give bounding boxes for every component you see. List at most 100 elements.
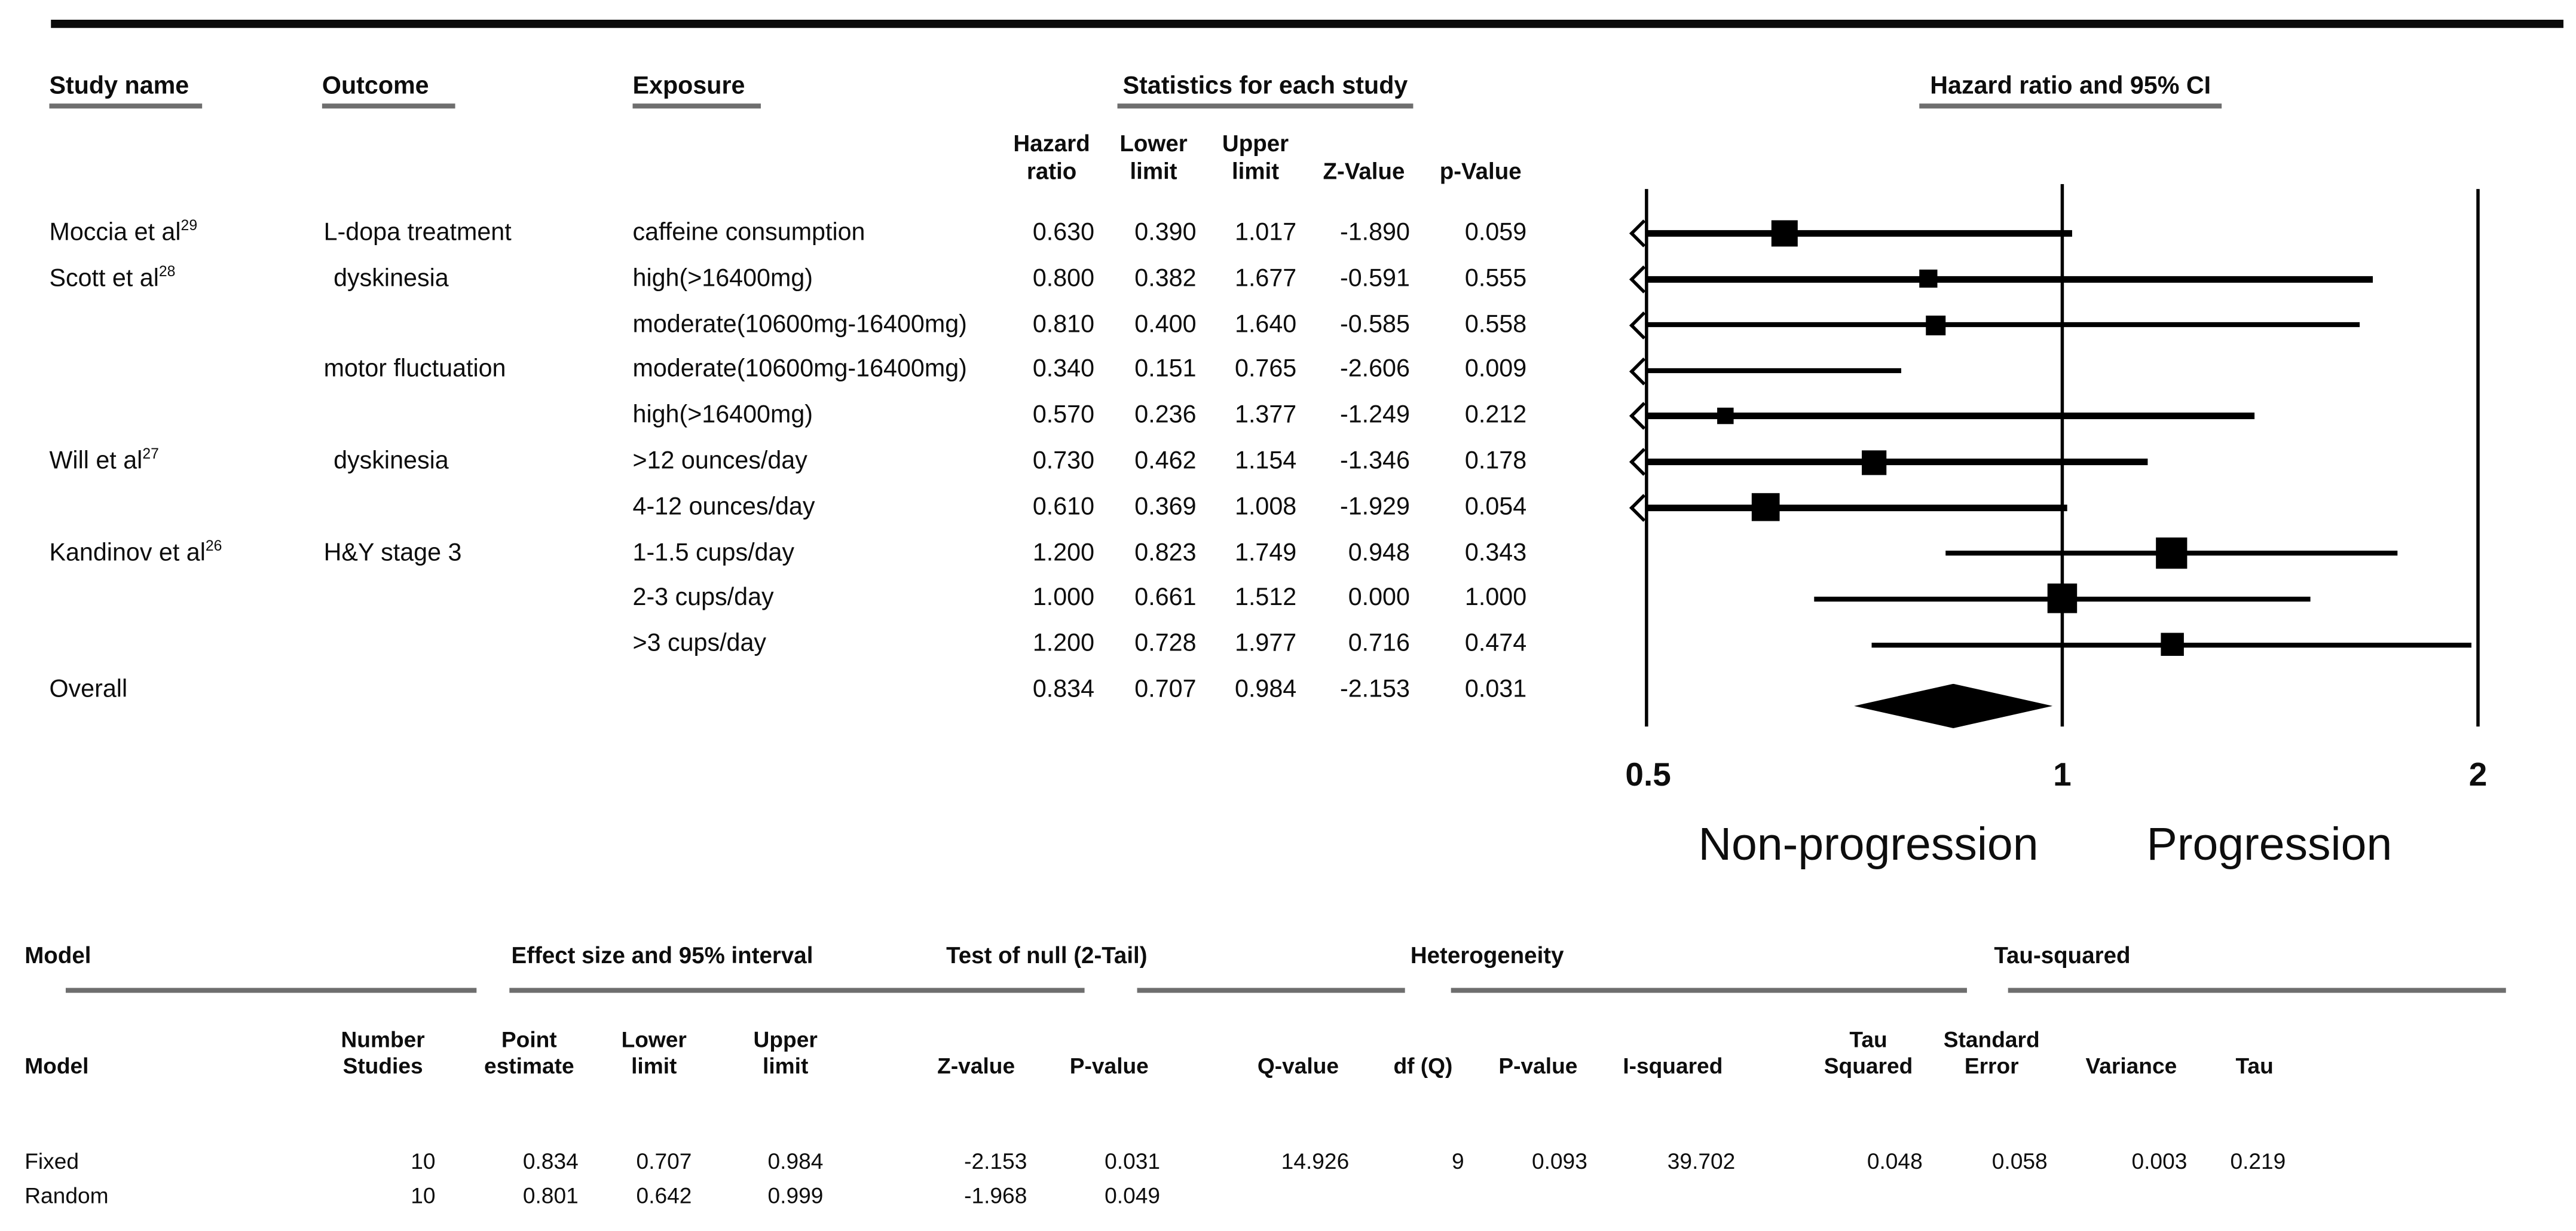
bottom-col-header-line1: Number	[341, 1027, 425, 1052]
label-non-progression: Non-progression	[1698, 818, 2039, 870]
bottom-col-header: Model	[25, 1053, 89, 1079]
ci-line	[1646, 413, 2254, 419]
model-row-value: 39.702	[1667, 1148, 1736, 1174]
bottom-col-header-line1: Tau	[1849, 1027, 1887, 1052]
p-value: 0.474	[1464, 630, 1527, 658]
bottom-col-header-line2: df (Q)	[1393, 1053, 1453, 1079]
axis-null-line-1	[2060, 184, 2064, 727]
model-row-value: 0.999	[767, 1183, 824, 1208]
model-row-value: 0.801	[522, 1183, 579, 1208]
bottom-group-header: Tau-squared	[1994, 942, 2131, 969]
z-value: 0.716	[1348, 630, 1410, 658]
z-value: -1.929	[1339, 493, 1410, 521]
bottom-col-header-line2: Z-value	[937, 1053, 1015, 1079]
p-value: 0.343	[1464, 538, 1527, 567]
hr-point-marker	[1717, 408, 1733, 424]
stat-col-lower-line1: Lower	[1119, 130, 1188, 157]
bottom-group-underline	[509, 988, 1085, 992]
bottom-col-header-line2: Variance	[2085, 1053, 2177, 1079]
underline-hazard-ci	[1919, 103, 2222, 108]
model-row-label: Fixed	[25, 1148, 79, 1174]
bottom-group-header: Heterogeneity	[1410, 942, 1564, 969]
model-row-value: 9	[1452, 1148, 1464, 1174]
hazard-ratio-value: 1.200	[1032, 538, 1095, 567]
study-ref-superscript: 28	[158, 262, 176, 279]
exposure-cell: 2-3 cups/day	[632, 584, 774, 612]
z-value: 0.000	[1348, 584, 1410, 612]
bottom-group-underline	[2008, 988, 2506, 992]
p-value: 0.009	[1464, 355, 1527, 384]
bottom-col-header-line1: Upper	[753, 1027, 818, 1052]
stat-col-hazard-line2: ratio	[1026, 157, 1077, 184]
p-value: 0.555	[1464, 264, 1527, 292]
tick-1: 1	[2053, 757, 2072, 794]
bottom-col-header-line2: Squared	[1824, 1053, 1913, 1079]
bottom-col-header-line2: limit	[631, 1053, 677, 1079]
ci-line	[1646, 322, 2360, 328]
ci-line	[1646, 230, 2073, 237]
bottom-col-header-line2: P-value	[1498, 1053, 1578, 1079]
lower-limit-value: 0.236	[1134, 401, 1197, 430]
study-name-cell: Will et al27	[49, 445, 159, 475]
axis-right-2	[2476, 189, 2480, 727]
bottom-group-header: Test of null (2-Tail)	[946, 942, 1148, 969]
outcome-cell: L-dopa treatment	[323, 218, 512, 247]
lower-limit-value: 0.462	[1134, 447, 1197, 475]
lower-limit-value: 0.390	[1134, 218, 1197, 247]
study-name-cell: Overall	[49, 675, 128, 704]
exposure-cell: 4-12 ounces/day	[632, 493, 815, 521]
model-row-value: 10	[411, 1148, 436, 1174]
left-arrowhead-icon	[1629, 219, 1657, 248]
lower-limit-value: 0.151	[1134, 355, 1197, 384]
z-value: -2.153	[1339, 675, 1410, 704]
model-row-value: 0.219	[2230, 1148, 2286, 1174]
hazard-ratio-value: 0.730	[1032, 447, 1095, 475]
col-header-study-name: Study name	[49, 72, 189, 100]
left-arrowhead-icon	[1629, 494, 1657, 522]
hazard-ratio-value: 0.630	[1032, 218, 1095, 247]
lower-limit-value: 0.707	[1134, 675, 1197, 704]
p-value: 0.031	[1464, 675, 1527, 704]
stat-col-hazard-line1: Hazard	[1013, 130, 1090, 157]
axis-left-0.5	[1645, 189, 1648, 727]
ci-line	[1646, 367, 1902, 374]
bottom-col-header-line1: Lower	[621, 1027, 687, 1052]
bottom-group-header: Effect size and 95% interval	[511, 942, 813, 969]
stat-col-zvalue: Z-Value	[1323, 157, 1405, 184]
overall-diamond	[1854, 683, 2053, 728]
study-ref-superscript: 27	[142, 445, 159, 462]
bottom-group-underline	[1451, 988, 1967, 992]
upper-limit-value: 0.984	[1235, 675, 1297, 704]
z-value: -0.591	[1339, 264, 1410, 292]
underline-outcome	[322, 103, 455, 108]
model-row-value: 0.003	[2131, 1148, 2188, 1174]
bottom-col-header-line2: I-squared	[1623, 1053, 1723, 1079]
tick-2: 2	[2468, 757, 2488, 794]
model-row-label: Random	[25, 1183, 109, 1208]
left-arrowhead-icon	[1629, 356, 1657, 385]
ci-line	[1646, 276, 2373, 282]
model-row-value: 0.049	[1105, 1183, 1161, 1208]
hazard-ratio-value: 1.200	[1032, 630, 1095, 658]
model-row-value: -2.153	[964, 1148, 1027, 1174]
model-row-value: 0.031	[1105, 1148, 1161, 1174]
outcome-cell: dyskinesia	[334, 264, 449, 292]
bottom-col-header-line2: Q-value	[1257, 1053, 1339, 1079]
left-arrowhead-icon	[1629, 448, 1657, 476]
exposure-cell: >3 cups/day	[632, 630, 767, 658]
upper-limit-value: 1.017	[1235, 218, 1297, 247]
z-value: -2.606	[1339, 355, 1410, 384]
underline-exposure	[632, 103, 761, 108]
upper-limit-value: 1.377	[1235, 401, 1297, 430]
upper-limit-value: 1.008	[1235, 493, 1297, 521]
model-row-value: 10	[411, 1183, 436, 1208]
model-row-value: 0.707	[636, 1148, 692, 1174]
hazard-ratio-value: 0.800	[1032, 264, 1095, 292]
ci-line	[1646, 505, 2067, 511]
tick-0.5: 0.5	[1625, 757, 1671, 794]
upper-limit-value: 1.977	[1235, 630, 1297, 658]
left-arrowhead-icon	[1629, 265, 1657, 294]
lower-limit-value: 0.382	[1134, 264, 1197, 292]
model-row-value: 0.058	[1991, 1148, 2048, 1174]
